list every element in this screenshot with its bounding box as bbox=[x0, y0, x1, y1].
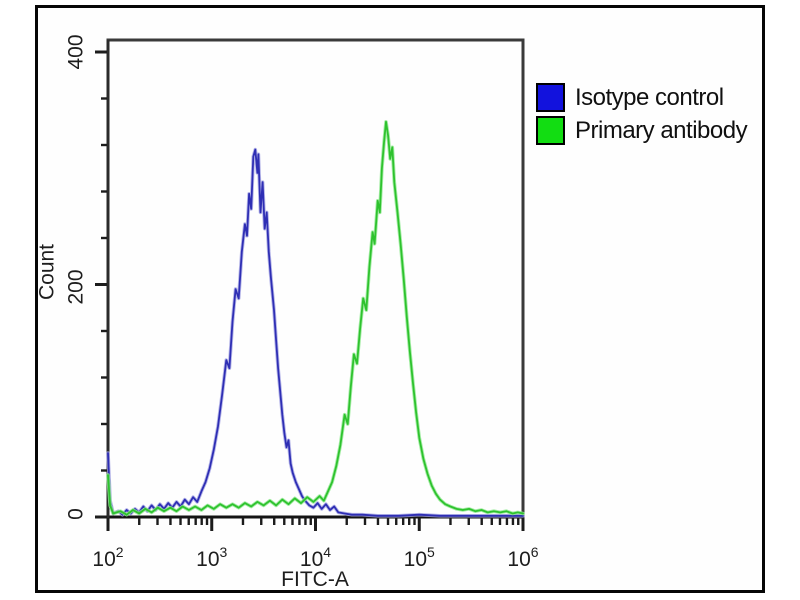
curve-primary-antibody bbox=[107, 120, 524, 516]
legend: Isotype control Primary antibody bbox=[536, 83, 748, 145]
axes-layer bbox=[106, 38, 525, 519]
legend-item-isotype-control: Isotype control bbox=[536, 83, 747, 112]
legend-swatch-green bbox=[536, 116, 565, 145]
curves-layer bbox=[106, 120, 525, 518]
y-axis-title: Count bbox=[36, 244, 59, 300]
x-tick-label-10e3: 103 bbox=[196, 544, 227, 571]
legend-swatch-blue bbox=[536, 83, 565, 112]
legend-label-primary-antibody: Primary antibody bbox=[575, 116, 748, 144]
figure-frame bbox=[35, 5, 765, 593]
y-tick-label-200: 200 bbox=[65, 269, 88, 304]
x-tick-label-10e6: 106 bbox=[507, 544, 538, 571]
ticks-layer: 102 103 104 105 106 bbox=[92, 50, 539, 571]
legend-label-isotype-control: Isotype control bbox=[575, 83, 724, 111]
curve-glow-isotype-control bbox=[106, 147, 525, 518]
y-tick-label-0: 0 bbox=[65, 508, 88, 520]
x-tick-label-10e5: 105 bbox=[404, 544, 435, 571]
y-tick-label-400: 400 bbox=[65, 34, 88, 69]
curve-isotype-control bbox=[107, 148, 524, 517]
legend-item-primary-antibody: Primary antibody bbox=[536, 116, 748, 145]
x-axis-title: FITC-A bbox=[281, 568, 349, 591]
plot-border bbox=[106, 38, 525, 519]
x-tick-label-10e4: 104 bbox=[300, 544, 331, 571]
x-tick-label-10e2: 102 bbox=[92, 544, 123, 571]
curve-glow-primary-antibody bbox=[106, 120, 525, 517]
